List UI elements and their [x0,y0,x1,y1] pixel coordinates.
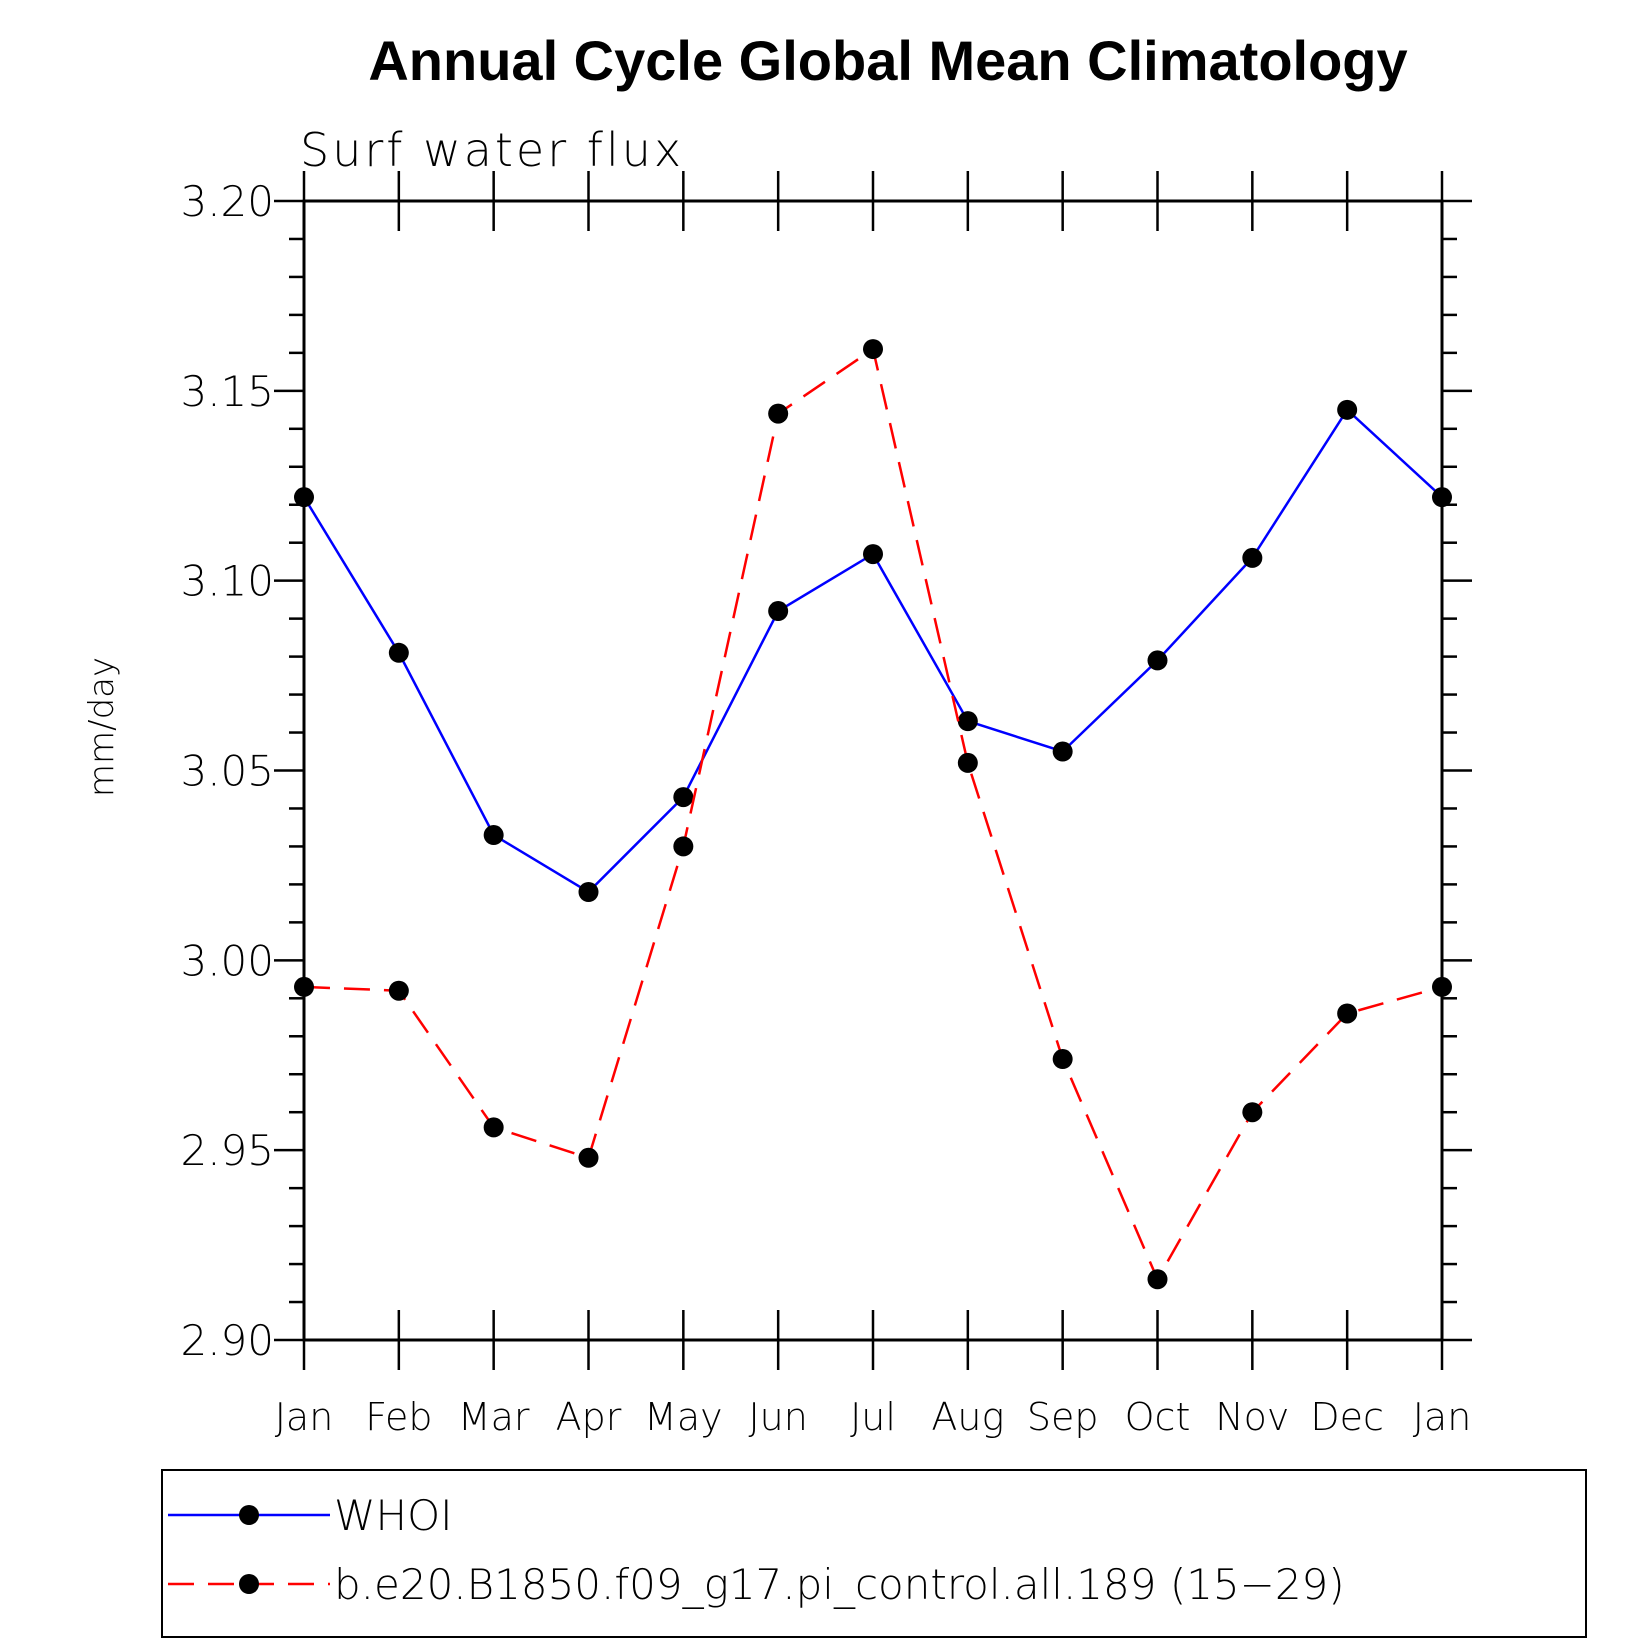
series-1-point [957,711,978,732]
legend-box [161,1469,1587,1638]
series-2-point [1337,1003,1358,1024]
series-2-point [1052,1049,1073,1070]
x-tick-label: Dec [1310,1395,1384,1439]
y-tick-label: 3.15 [180,367,274,416]
series-2-point [294,976,314,997]
series-1-point [863,544,883,565]
x-tick-label: Jan [1413,1395,1472,1439]
series-2-point [1147,1269,1168,1290]
x-tick-label: Feb [365,1395,432,1439]
series-1-point [1242,547,1263,568]
x-tick-label: Sep [1027,1395,1099,1439]
series-2-point [863,339,883,360]
legend-marker-2 [239,1574,259,1594]
x-tick-label: Apr [556,1395,622,1439]
x-tick-label: Jun [748,1395,807,1439]
series-1-point [483,825,504,846]
series-1-point [1432,487,1452,508]
legend-label-1: WHOI [334,1491,453,1540]
series-1-point [1052,741,1073,762]
y-tick-label: 2.90 [180,1316,274,1365]
x-tick-label: Oct [1125,1395,1191,1439]
chart-title: Annual Cycle Global Mean Climatology [368,29,1407,92]
y-tick-label: 3.10 [180,557,274,606]
y-axis-label: mm/day [82,657,122,797]
y-tick-label: 3.00 [180,936,274,985]
series-1-point [673,787,694,808]
series-2-point [483,1117,504,1138]
series-1-point [1147,650,1168,671]
series-2-point [578,1147,599,1168]
series-1-point [1337,399,1358,420]
series-2-point [957,752,978,773]
plot-frame [302,199,1444,1342]
x-tick-label: Jan [275,1395,334,1439]
legend-label-2: b.e20.B1850.f09_g17.pi_control.all.189 (… [334,1560,1345,1609]
chart-subtitle: Surf water flux [300,123,684,177]
series-line-2 [303,347,1443,1283]
series-1-point [768,601,789,622]
y-tick-label: 3.20 [180,177,274,226]
series-2-point [768,403,789,424]
legend: WHOI b.e20.B1850.f09_g17.pi_control.all.1… [168,1491,1345,1609]
series-2-point [1432,976,1452,997]
legend-marker-1 [239,1505,259,1525]
series-2-point [673,836,694,857]
series-2-point [1242,1102,1263,1123]
series-1-point [578,881,599,902]
series-layer [294,339,1452,1290]
x-tick-label: Jul [850,1395,896,1439]
series-line-1 [302,407,1443,894]
axis-ticks [274,171,1472,1370]
x-tick-label: Nov [1215,1395,1289,1439]
x-tick-label: Aug [931,1395,1004,1439]
series-2-point [388,980,409,1001]
series-1-point [388,642,409,663]
series-1-point [294,487,314,508]
x-tick-label: May [644,1395,723,1439]
y-tick-label: 3.05 [180,747,274,796]
x-tick-label: Mar [458,1395,530,1439]
y-tick-label: 2.95 [180,1126,274,1175]
